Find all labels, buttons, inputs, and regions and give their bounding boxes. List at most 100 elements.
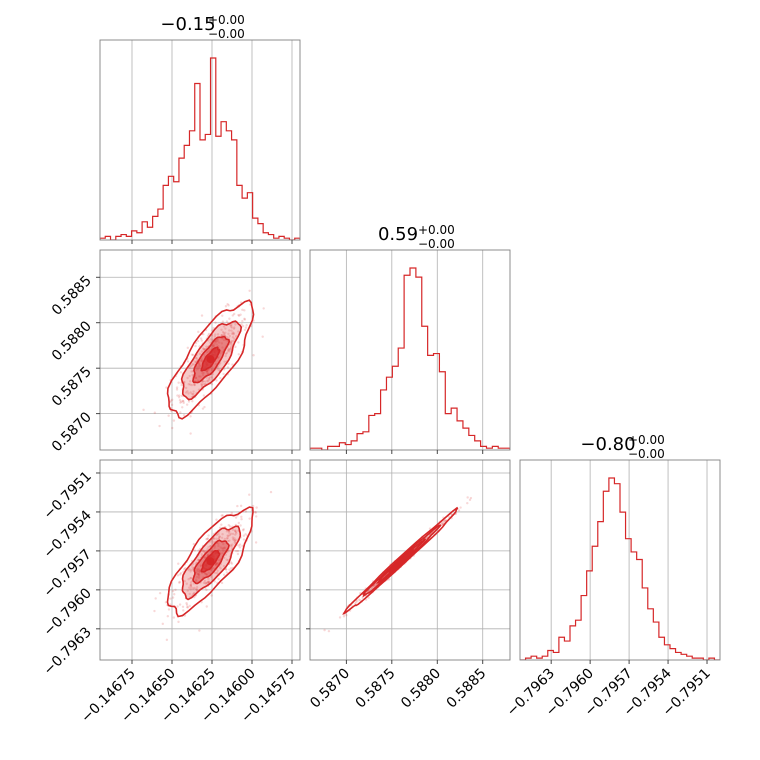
sample-point-2-0-50 — [197, 568, 201, 571]
sample-point-1-0-13 — [208, 376, 212, 379]
sample-point-1-0-233 — [212, 326, 215, 330]
sample-point-2-0-48 — [230, 511, 233, 515]
sample-point-2-0-319 — [228, 533, 232, 537]
sample-point-2-0-382 — [205, 537, 208, 541]
sample-point-1-0-401 — [202, 371, 205, 375]
sample-point-2-0-56 — [223, 546, 226, 550]
sample-point-1-0-403 — [220, 334, 224, 337]
sample-point-2-0-40 — [215, 562, 219, 565]
contour-2-0-0 — [166, 506, 254, 618]
sample-point-2-0-254 — [207, 534, 210, 537]
sample-point-2-0-339 — [248, 517, 251, 520]
sample-point-1-0-90 — [191, 363, 194, 367]
sample-point-1-0-310 — [244, 326, 248, 329]
sample-point-2-0-405 — [178, 580, 181, 584]
sample-point-2-0-146 — [237, 544, 240, 547]
sample-point-1-0-171 — [241, 324, 245, 328]
sample-point-2-1-33 — [443, 520, 447, 523]
sample-point-2-0-122 — [233, 529, 237, 533]
sample-point-1-0-277 — [200, 382, 203, 386]
sample-point-1-0-166 — [230, 341, 233, 345]
xtick-label-1-3: 0.5885 — [444, 666, 490, 712]
panel-content-1-0 — [142, 289, 265, 435]
sample-point-2-0-341 — [239, 504, 243, 508]
sample-point-2-0-58 — [233, 541, 236, 544]
sample-point-1-0-240 — [181, 399, 184, 403]
sample-point-2-0-175 — [230, 545, 233, 548]
sample-point-2-1-93 — [354, 601, 358, 604]
sample-point-2-0-400 — [224, 568, 228, 571]
panel-frame-0-0 — [99, 39, 301, 241]
panel-content-2-2 — [520, 477, 720, 660]
sample-point-2-1-366 — [468, 498, 472, 502]
sample-point-1-0-226 — [212, 344, 215, 347]
histogram-1 — [310, 267, 510, 450]
sample-point-1-0-39 — [237, 341, 240, 344]
sample-point-1-0-342 — [232, 333, 235, 336]
sample-point-1-0-25 — [202, 332, 205, 336]
sample-point-1-0-196 — [261, 335, 264, 338]
sample-point-1-0-393 — [231, 314, 235, 317]
sample-point-1-0-278 — [210, 376, 214, 379]
sample-point-2-0-27 — [216, 561, 219, 565]
sample-point-2-0-309 — [188, 592, 191, 596]
panel-content-1-1 — [310, 267, 510, 450]
sample-point-2-0-218 — [207, 581, 211, 584]
sample-point-2-1-47 — [457, 509, 461, 512]
sample-point-1-0-42 — [176, 394, 179, 397]
title-0: −0.15+0.00−0.00 — [160, 13, 244, 41]
sample-point-1-0-285 — [201, 407, 205, 410]
sample-point-2-0-363 — [222, 549, 225, 552]
sample-point-1-0-69 — [194, 360, 197, 363]
sample-point-1-0-302 — [178, 394, 181, 397]
sample-point-1-0-370 — [209, 338, 212, 341]
sample-point-2-0-98 — [210, 594, 213, 597]
sample-point-1-0-296 — [196, 339, 200, 343]
sample-point-2-0-386 — [185, 582, 188, 585]
sample-point-1-0-400 — [191, 400, 194, 403]
sample-point-2-0-321 — [228, 525, 232, 528]
sample-point-1-0-324 — [198, 352, 202, 356]
sample-point-2-0-154 — [205, 573, 209, 576]
sample-point-2-0-182 — [221, 552, 224, 555]
sample-point-2-0-418 — [236, 504, 239, 508]
sample-point-1-0-261 — [226, 303, 229, 306]
sample-point-2-0-235 — [185, 601, 188, 605]
sample-point-1-0-152 — [189, 364, 193, 368]
sample-point-1-0-314 — [252, 354, 255, 357]
sample-point-2-0-244 — [237, 521, 240, 525]
sample-point-2-0-257 — [173, 593, 176, 596]
sample-point-2-0-352 — [239, 524, 242, 527]
sample-point-1-0-96 — [175, 388, 179, 391]
sample-point-2-0-137 — [222, 564, 226, 568]
sample-point-2-0-288 — [161, 622, 164, 626]
sample-point-1-0-137 — [234, 323, 237, 326]
sample-point-2-0-145 — [254, 510, 257, 514]
sample-point-2-0-180 — [197, 570, 201, 574]
sample-point-2-0-407 — [195, 586, 199, 589]
sample-point-2-0-25 — [192, 587, 195, 590]
sample-point-2-0-362 — [229, 567, 233, 570]
sample-point-1-0-312 — [221, 314, 224, 317]
sample-point-1-0-145 — [204, 380, 207, 383]
sample-point-2-0-266 — [225, 537, 229, 540]
panel-2-0: −0.14675−0.14650−0.14625−0.14600−0.14575… — [41, 459, 301, 726]
sample-point-1-0-6 — [188, 374, 191, 378]
sample-point-2-0-109 — [196, 558, 200, 562]
sample-point-2-0-376 — [251, 504, 255, 508]
panel-frame-2-2 — [519, 459, 721, 661]
sample-point-1-0-349 — [232, 332, 236, 335]
sample-point-2-0-111 — [254, 541, 258, 544]
sample-point-2-1-141 — [323, 628, 326, 632]
sample-point-1-0-313 — [227, 348, 230, 351]
sample-point-1-0-249 — [241, 319, 244, 323]
sample-point-2-0-240 — [215, 571, 219, 575]
sample-point-1-0-356 — [207, 377, 210, 380]
peak-marker-1-0 — [206, 355, 215, 364]
sample-point-2-0-269 — [238, 546, 242, 549]
sample-point-2-1-290 — [367, 596, 370, 599]
sample-point-2-0-125 — [231, 532, 235, 536]
sample-point-2-0-73 — [187, 586, 191, 589]
sample-point-1-0-33 — [220, 342, 224, 345]
sample-point-1-0-87 — [214, 340, 217, 344]
